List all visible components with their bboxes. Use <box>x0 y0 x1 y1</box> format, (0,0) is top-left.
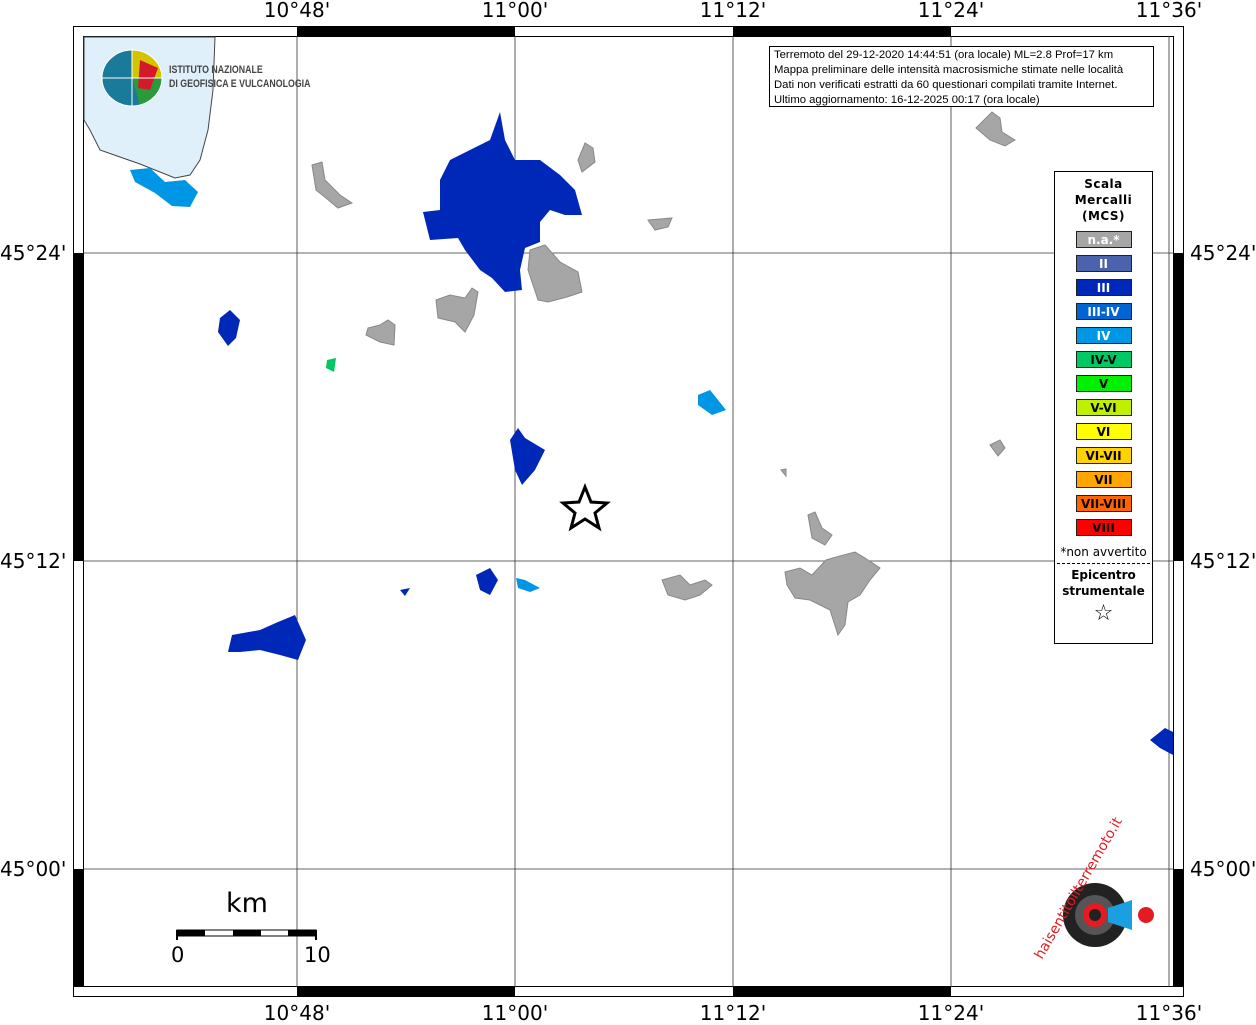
info-line: Ultimo aggiornamento: 16-12-2025 00:17 (… <box>774 94 1040 106</box>
legend-item: VII <box>1075 471 1132 488</box>
frame-bars <box>74 27 1183 996</box>
locality-III <box>510 428 545 485</box>
lon-label-top: 11°00' <box>481 0 549 22</box>
locality-grey <box>975 111 1016 147</box>
locality-IV-V <box>326 358 336 372</box>
lat-label-right: 45°00' <box>1190 857 1256 881</box>
legend-title-line: Mercalli <box>1074 193 1133 207</box>
epicenter-star-icon[interactable] <box>559 482 611 532</box>
legend-note: *non avvertito <box>1060 545 1147 559</box>
legend-item: V <box>1075 375 1132 392</box>
lon-label-top: 11°12' <box>699 0 767 22</box>
legend-title: Scala Mercalli (MCS) <box>1055 176 1152 224</box>
lat-label-right: 45°12' <box>1190 549 1256 573</box>
legend-epicenter-label: Epicentro strumentale <box>1055 567 1152 599</box>
locality-grey <box>365 319 396 346</box>
locality-III <box>228 615 306 660</box>
legend-items: n.a.* II III III-IV IV IV-V V V-VI VI VI-VII VII VI… <box>1055 231 1152 536</box>
locality-grey <box>807 511 833 546</box>
map-inner <box>83 36 1174 987</box>
scale-min: 0 <box>171 943 185 967</box>
legend-item: n.a.* <box>1075 231 1132 248</box>
locality-III <box>400 588 410 596</box>
scale-max: 10 <box>304 943 331 967</box>
lon-label-bottom: 10°48' <box>263 1001 331 1025</box>
locality-grey <box>989 439 1006 457</box>
legend-item: VI <box>1075 423 1132 440</box>
legend-item: VIII <box>1075 519 1132 536</box>
locality-III <box>218 310 240 346</box>
lat-label-left: 45°24' <box>0 241 67 265</box>
locality-IV <box>698 390 726 415</box>
legend-epicenter-line: Epicentro <box>1071 568 1136 582</box>
legend-epicenter-line: strumentale <box>1062 584 1145 598</box>
lon-label-top: 11°36' <box>1135 0 1203 22</box>
legend-item: IV-V <box>1075 351 1132 368</box>
logo-line: ISTITUTO NAZIONALE <box>169 64 263 76</box>
info-line: Dati non verificati estratti da 60 quest… <box>774 79 1118 91</box>
legend-title-line: (MCS) <box>1081 209 1126 223</box>
lon-label-bottom: 11°24' <box>917 1001 985 1025</box>
legend-item: V-VI <box>1075 399 1132 416</box>
hsit-logo-icon <box>1063 883 1154 947</box>
lat-label-left: 45°12' <box>0 549 67 573</box>
locality-IV <box>130 168 198 207</box>
scale-unit: km <box>226 888 268 919</box>
locality-grey <box>311 161 354 209</box>
locality-grey <box>784 551 881 637</box>
legend-item: II <box>1075 255 1132 272</box>
locality-grey <box>647 217 673 231</box>
info-line: Terremoto del 29-12-2020 14:44:51 (ora l… <box>774 49 1114 61</box>
legend-item: VII-VIII <box>1075 495 1132 512</box>
star-icon: ☆ <box>1093 601 1114 626</box>
localities <box>130 111 1173 755</box>
legend: Scala Mercalli (MCS) n.a.* II III III-IV IV I… <box>1054 171 1153 644</box>
lon-label-top: 11°24' <box>917 0 985 22</box>
locality-III <box>476 568 498 595</box>
lon-label-bottom: 11°00' <box>481 1001 549 1025</box>
scale-bar <box>176 929 317 940</box>
lon-label-bottom: 11°36' <box>1135 1001 1203 1025</box>
logo-line: DI GEOFISICA E VULCANOLOGIA <box>169 78 311 90</box>
info-box: Terremoto del 29-12-2020 14:44:51 (ora l… <box>769 46 1154 107</box>
lat-label-left: 45°00' <box>0 857 67 881</box>
lat-label-right: 45°24' <box>1190 241 1256 265</box>
lon-label-top: 10°48' <box>263 0 331 22</box>
locality-grey <box>780 468 787 478</box>
legend-title-line: Scala <box>1084 177 1123 191</box>
ingv-logo-text: ISTITUTO NAZIONALE DI GEOFISICA E VULCAN… <box>169 63 310 91</box>
graticule <box>83 36 1174 987</box>
locality-IV <box>516 578 540 592</box>
info-line: Mappa preliminare delle intensità macros… <box>774 64 1124 76</box>
locality-grey <box>661 574 713 601</box>
locality-III <box>1150 728 1173 755</box>
lon-label-bottom: 11°12' <box>699 1001 767 1025</box>
legend-item: III-IV <box>1075 303 1132 320</box>
legend-item: III <box>1075 279 1132 296</box>
locality-III <box>423 112 582 292</box>
locality-grey <box>577 142 596 173</box>
locality-grey <box>527 244 583 303</box>
legend-item: IV <box>1075 327 1132 344</box>
legend-divider <box>1057 563 1150 564</box>
locality-grey <box>435 287 479 333</box>
ingv-logo-icon <box>101 49 163 107</box>
legend-item: VI-VII <box>1075 447 1132 464</box>
